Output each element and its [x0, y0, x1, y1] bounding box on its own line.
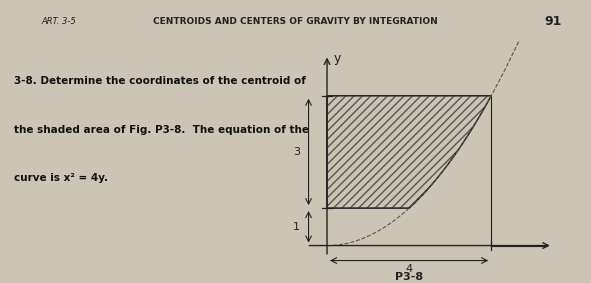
Text: y: y — [333, 52, 340, 65]
Text: 91: 91 — [544, 15, 561, 28]
Polygon shape — [327, 96, 491, 208]
Text: CENTROIDS AND CENTERS OF GRAVITY BY INTEGRATION: CENTROIDS AND CENTERS OF GRAVITY BY INTE… — [153, 17, 438, 26]
Text: curve is x² = 4y.: curve is x² = 4y. — [14, 173, 108, 183]
Text: 1: 1 — [293, 222, 300, 232]
Text: 3: 3 — [293, 147, 300, 157]
Text: ART. 3-5: ART. 3-5 — [41, 17, 76, 26]
Text: 4: 4 — [405, 264, 413, 274]
Text: 3-8. Determine the coordinates of the centroid of: 3-8. Determine the coordinates of the ce… — [14, 76, 306, 86]
Text: the shaded area of Fig. P3-8.  The equation of the: the shaded area of Fig. P3-8. The equati… — [14, 125, 309, 135]
Text: P3-8: P3-8 — [395, 272, 423, 282]
